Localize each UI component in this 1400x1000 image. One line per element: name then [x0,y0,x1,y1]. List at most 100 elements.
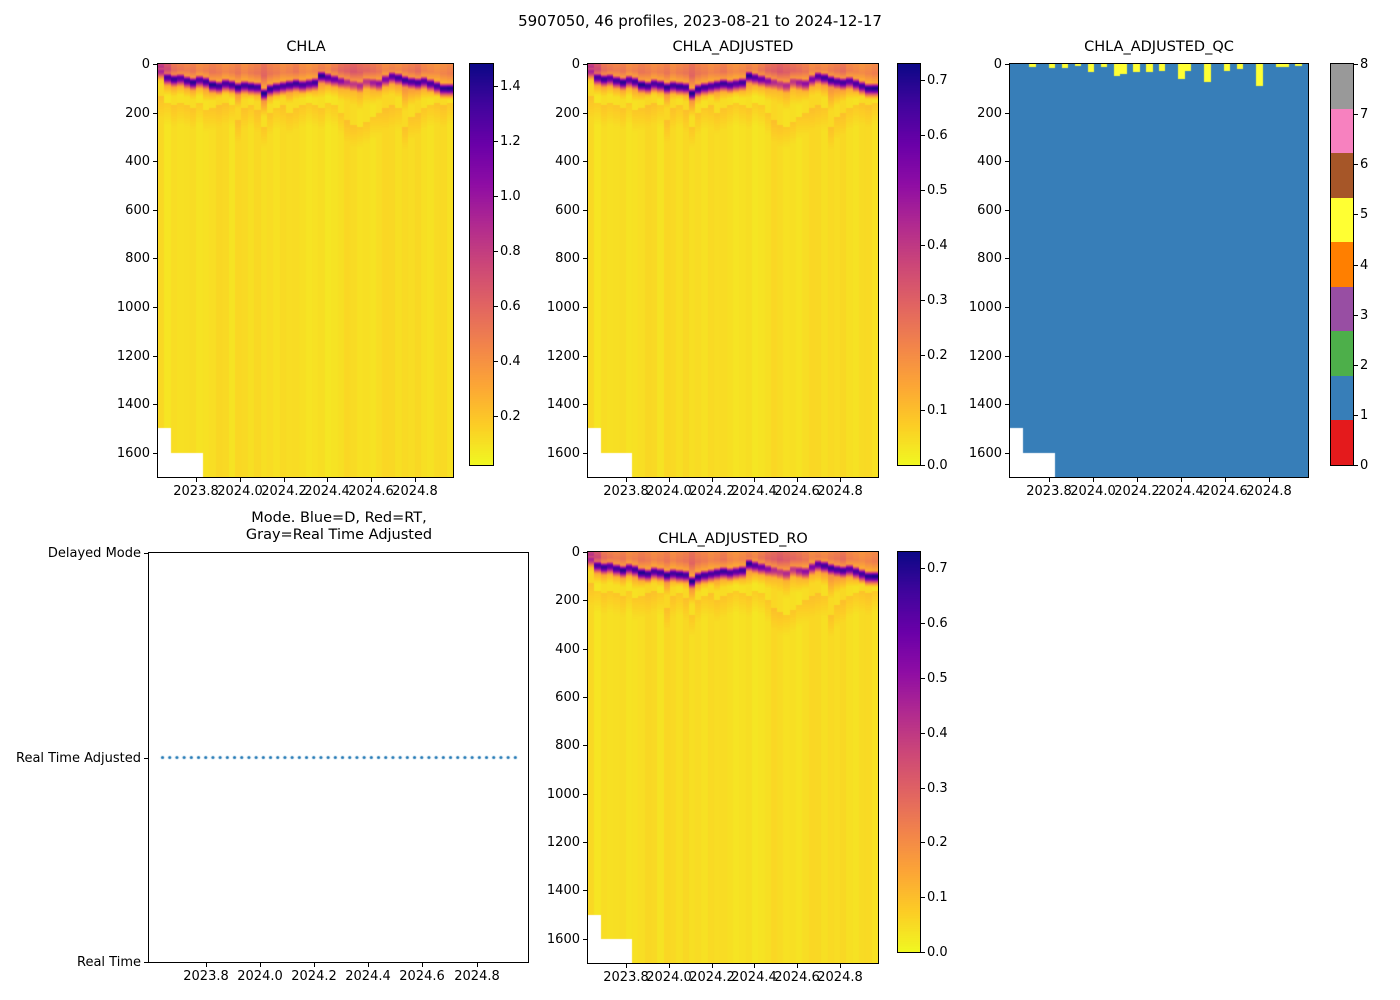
chla-cbar-tick-label: 1.2 [500,134,521,149]
chla-adjusted-ro-xtick [754,964,755,968]
chla-adjusted-ytick-label: 1000 [546,300,580,315]
chla-ytick [153,161,157,162]
mode-xtick-label: 2024.2 [291,969,337,984]
qc-flag-segment-3 [1331,287,1353,331]
qc-flag-segment-2 [1331,331,1353,376]
chla-adjusted-cbar-tick [921,465,925,466]
chla-colorbar [469,63,494,466]
chla-adjusted-qc-ytick [1005,258,1009,259]
chla-cbar-tick [494,86,498,87]
chla-ytick [153,64,157,65]
chla-adjusted-ro-cbar-tick [921,952,925,953]
chla-adjusted-ro-heatmap-canvas [587,551,879,964]
chla-ytick-label: 600 [125,203,150,218]
chla-adjusted-qc-cbar-tick [1354,365,1358,366]
chla-adjusted-ro-ytick-label: 0 [571,545,580,560]
chla-adjusted-cbar-tick-label: 0.1 [927,403,948,418]
chla-adjusted-xtick-label: 2024.2 [689,484,735,499]
chla-adjusted-ro-cbar-tick-label: 0.2 [927,835,948,850]
chla-adjusted-qc-ytick-label: 1400 [968,397,1002,412]
chla-adjusted-ytick-label: 600 [555,203,580,218]
chla-adjusted-ro-cbar-tick [921,842,925,843]
chla-adjusted-ytick [583,307,587,308]
chla-adjusted-qc-ytick-label: 400 [977,154,1002,169]
chla-adjusted-ro-cbar-tick [921,678,925,679]
chla-adjusted-cbar-tick [921,355,925,356]
chla-ytick [153,258,157,259]
chla-adjusted-xtick-label: 2023.8 [603,484,649,499]
chla-adjusted-qc-cbar-tick [1354,315,1358,316]
subplot-title-chla-adjusted-qc: CHLA_ADJUSTED_QC [1084,39,1234,55]
chla-adjusted-qc-ytick-label: 800 [977,251,1002,266]
chla-adjusted-cbar-tick-label: 0.2 [927,348,948,363]
chla-adjusted-cbar-tick-label: 0.6 [927,128,948,143]
chla-adjusted-ro-cbar-tick [921,897,925,898]
chla-adjusted-cbar-tick-label: 0.3 [927,293,948,308]
mode-xtick [314,963,315,967]
chla-adjusted-qc-colorbar [1330,63,1354,466]
chla-cbar-tick-label: 0.8 [500,244,521,259]
chla-adjusted-cbar-tick-label: 0.4 [927,238,948,253]
chla-adjusted-ro-cbar-tick-label: 0.4 [927,726,948,741]
chla-adjusted-qc-xtick [1049,478,1050,482]
mode-ytick-real-time-adjusted: Real Time Adjusted [16,751,141,766]
qc-flag-segment-7 [1331,109,1353,153]
mode-xtick [477,963,478,967]
chla-adjusted-qc-xtick [1181,478,1182,482]
chla-adjusted-cbar-tick [921,245,925,246]
chla-adjusted-qc-cbar-tick-label: 7 [1360,107,1369,122]
chla-ytick [153,356,157,357]
chla-adjusted-qc-cbar-tick [1354,265,1358,266]
chla-adjusted-ytick-label: 800 [555,251,580,266]
chla-ytick [153,210,157,211]
chla-adjusted-ro-cbar-tick [921,733,925,734]
chla-adjusted-ro-ytick [583,842,587,843]
chla-adjusted-ro-cbar-tick-label: 0.1 [927,890,948,905]
mode-xtick-label: 2024.6 [399,969,445,984]
subplot-title-chla-adjusted: CHLA_ADJUSTED [672,39,794,55]
chla-xtick [196,478,197,482]
mode-xtick-label: 2023.8 [183,969,229,984]
mode-xtick-label: 2024.0 [237,969,283,984]
chla-adjusted-xtick [712,478,713,482]
chla-adjusted-ro-ytick [583,649,587,650]
chla-adjusted-qc-cbar-tick-label: 8 [1360,57,1369,72]
chla-adjusted-qc-ytick-label: 600 [977,203,1002,218]
figure-title: 5907050, 46 profiles, 2023-08-21 to 2024… [518,12,882,30]
chla-adjusted-qc-ytick-label: 1200 [968,349,1002,364]
chla-adjusted-ro-ytick [583,745,587,746]
chla-adjusted-ro-ytick [583,890,587,891]
chla-adjusted-qc-cbar-tick [1354,465,1358,466]
chla-adjusted-ro-colorbar [897,551,921,953]
chla-adjusted-qc-cbar-tick-label: 5 [1360,207,1369,222]
chla-adjusted-ro-ytick [583,697,587,698]
chla-adjusted-qc-xtick-label: 2024.4 [1158,484,1204,499]
subplot-title-chla-adjusted-ro: CHLA_ADJUSTED_RO [658,531,808,547]
chla-adjusted-qc-cbar-tick [1354,214,1358,215]
chla-ytick-label: 1200 [116,349,150,364]
chla-adjusted-qc-cbar-tick-label: 4 [1360,258,1369,273]
chla-adjusted-xtick-label: 2024.0 [646,484,692,499]
mode-xtick [368,963,369,967]
qc-flag-segment-6 [1331,153,1353,198]
chla-adjusted-qc-ytick [1005,307,1009,308]
chla-adjusted-qc-ytick-label: 1000 [968,300,1002,315]
chla-adjusted-qc-xtick-label: 2024.0 [1070,484,1116,499]
chla-cbar-tick-label: 1.4 [500,79,521,94]
chla-ytick-label: 1400 [116,397,150,412]
chla-adjusted-cbar-tick-label: 0.0 [927,458,948,473]
qc-flag-segment-1 [1331,376,1353,420]
chla-adjusted-ytick [583,356,587,357]
chla-adjusted-ro-xtick-label: 2024.6 [774,970,820,985]
chla-xtick [327,478,328,482]
chla-adjusted-cbar-tick-label: 0.7 [927,73,948,88]
chla-adjusted-ro-ytick-label: 1400 [546,883,580,898]
chla-xtick [371,478,372,482]
chla-ytick [153,113,157,114]
chla-adjusted-ro-cbar-tick-label: 0.7 [927,561,948,576]
chla-xtick [240,478,241,482]
chla-adjusted-ro-ytick-label: 600 [555,690,580,705]
chla-adjusted-ro-ytick-label: 1000 [546,787,580,802]
chla-adjusted-cbar-tick-label: 0.5 [927,183,948,198]
